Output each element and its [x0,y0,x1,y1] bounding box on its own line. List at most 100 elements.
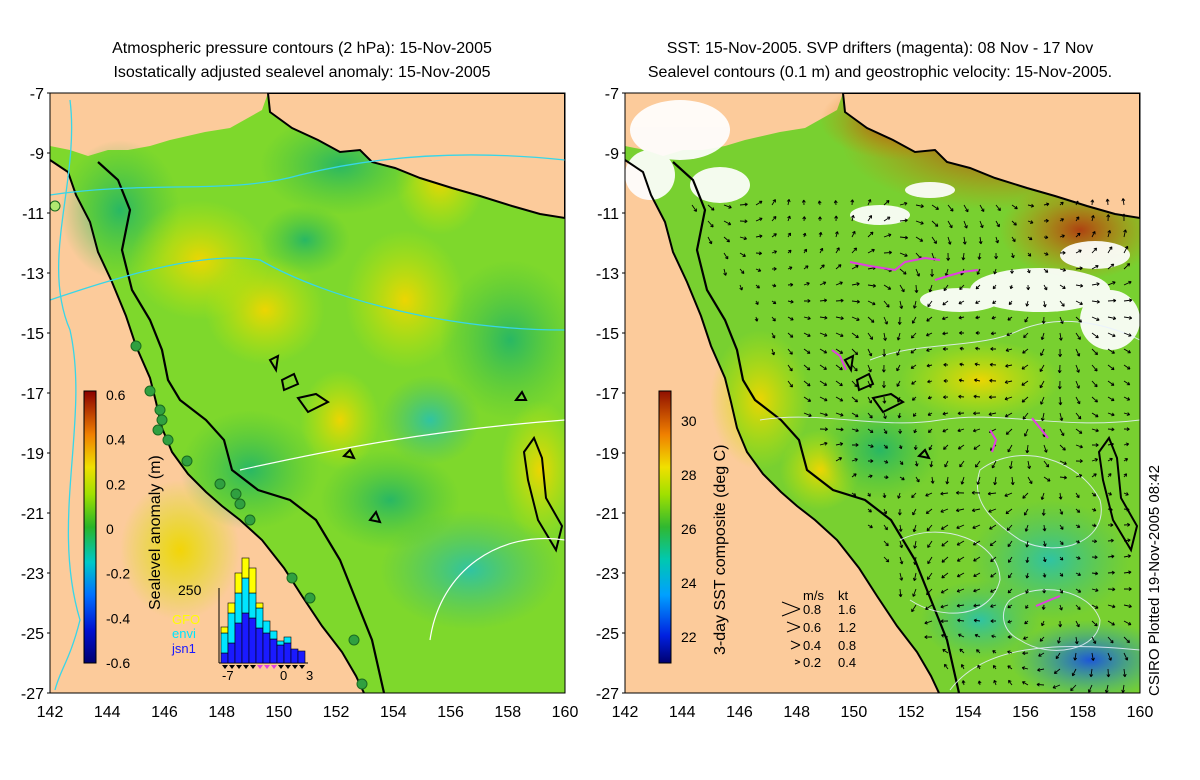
right-drifter-tracks [831,256,1061,607]
velocity-arrow [1059,475,1068,480]
left-lon-tick: 152 [323,704,350,721]
velocity-arrow [771,233,777,238]
velocity-arrow [912,588,917,597]
histogram-bar [248,592,257,619]
velocity-arrow [883,200,890,206]
velocity-arrow [1091,652,1095,661]
right-colorbar [658,390,672,664]
right-lon-tick: 142 [612,704,639,721]
velocity-arrow [1106,214,1111,222]
velocity-arrow [959,284,965,290]
velocity-arrow [1007,588,1013,594]
velocity-arrow [915,236,924,242]
velocity-arrow [926,524,933,532]
velocity-arrow [927,300,933,308]
velocity-arrow [1057,364,1062,374]
velocity-arrow [1025,604,1029,609]
velocity-arrow [883,412,887,420]
velocity-arrow [1123,263,1131,270]
velocity-arrow [897,508,902,516]
colorbar-tick: -0.2 [106,566,130,582]
velocity-arrow [958,378,965,383]
velocity-arrow [1075,620,1080,628]
velocity-arrow [818,231,823,238]
velocity-arrow [1107,604,1116,609]
velocity-arrow [883,428,888,435]
velocity-arrow [976,649,981,654]
left-colorbar-ticks: 0.6 0.4 0.2 0 -0.2 -0.4 -0.6 [106,387,130,671]
velocity-arrow [835,281,843,286]
velocity-arrow [958,394,965,399]
velocity-arrow [1059,540,1064,546]
colorbar-tick: 28 [681,467,697,483]
velocity-arrow [1075,396,1081,405]
velocity-arrow [924,620,933,625]
velocity-arrow [989,540,997,547]
velocity-arrow [941,633,949,638]
velocity-arrow [1123,348,1131,354]
velocity-arrow [1123,280,1132,286]
velocity-arrow [899,268,907,275]
velocity-arrow [1043,268,1049,273]
velocity-arrow [723,252,729,260]
velocity-arrow [1039,380,1045,389]
velocity-arrow [993,476,998,486]
velocity-arrow [1022,651,1029,656]
left-lon-tick: 154 [380,704,407,721]
velocity-arrow [801,199,806,206]
velocity-arrow [1041,604,1046,610]
velocity-arrow [1059,428,1065,437]
left-lon-tick: 148 [208,704,235,721]
velocity-arrow [992,664,997,670]
left-new-guinea [266,93,565,220]
velocity-arrow [1075,380,1080,389]
velocity-arrow [1059,460,1067,465]
velocity-arrow [1043,235,1049,240]
histogram-marker [292,665,298,669]
velocity-arrow [1059,556,1064,561]
right-lat-tick: -17 [596,386,619,403]
right-lon-tick: 146 [726,704,753,721]
velocity-arrow [973,603,981,608]
velocity-arrow [1075,348,1081,357]
velocity-arrow [1004,396,1013,401]
velocity-arrow [943,284,949,292]
right-lat-tick: -27 [596,686,619,703]
velocity-arrow [1075,459,1083,464]
velocity-arrow [926,348,933,352]
velocity-arrow [1057,636,1061,644]
velocity-arrow [1007,665,1013,670]
velocity-arrow [956,556,965,562]
velocity-arrow [1043,284,1048,291]
velocity-arrow [1021,380,1029,386]
velocity-arrow [819,412,828,417]
velocity-arrow [1091,458,1098,462]
velocity-arrow [899,540,904,549]
left-lat-tick: -17 [21,386,44,403]
velocity-arrow [1091,265,1099,270]
velocity-arrow [940,524,949,530]
histogram-bar [269,638,278,664]
velocity-arrow [867,396,872,404]
velocity-arrow [1091,428,1099,433]
velocity-arrow [835,264,842,270]
velocity-arrow [707,204,715,211]
velocity-arrow [1023,508,1029,516]
velocity-arrow [1075,539,1081,544]
velocity-arrow [1075,474,1083,478]
left-lon-tick: 156 [437,704,464,721]
velocity-arrow [1075,316,1082,323]
histogram-bar [262,632,271,664]
velocity-arrow [899,300,904,309]
hist-legend-envi: envi [172,626,196,641]
velocity-arrow [771,199,776,206]
velocity-arrow [803,298,811,303]
right-map [625,93,1140,693]
velocity-arrow [973,444,981,450]
velocity-arrow [851,299,860,304]
velocity-arrow [1040,396,1045,405]
velocity-arrow [1039,364,1045,373]
velocity-arrow [927,428,933,433]
velocity-arrow [851,458,858,462]
